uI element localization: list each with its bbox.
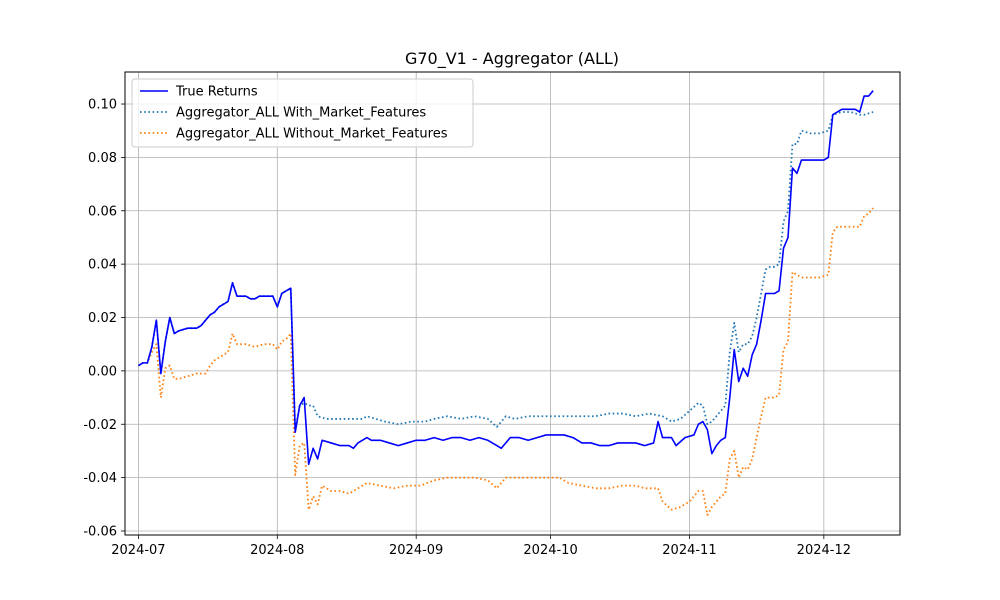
series-layer bbox=[137, 90, 874, 516]
x-tick-label: 2024-08 bbox=[250, 543, 304, 558]
y-tick-label: -0.04 bbox=[83, 471, 117, 486]
plot-frame bbox=[124, 71, 901, 536]
y-axis: -0.06 -0.04 -0.02 0.00 0.02 0.04 0.06 0.08 0.10 bbox=[83, 98, 125, 539]
y-tick-label: 0.08 bbox=[88, 151, 117, 166]
legend-entry-true-returns: True Returns bbox=[140, 85, 258, 100]
chart-title: G70_V1 - Aggregator (ALL) bbox=[405, 49, 619, 69]
x-tick-label: 2024-11 bbox=[662, 543, 716, 558]
y-tick-label: 0.06 bbox=[88, 204, 117, 219]
y-tick-label: -0.02 bbox=[83, 418, 117, 433]
legend-label: Aggregator_ALL Without_Market_Features bbox=[176, 127, 448, 142]
x-tick-label: 2024-12 bbox=[797, 543, 851, 558]
y-tick-label: 0.10 bbox=[88, 98, 117, 113]
y-tick-label: 0.02 bbox=[88, 311, 117, 326]
legend-entry-without-market-features: Aggregator_ALL Without_Market_Features bbox=[140, 127, 448, 142]
true-returns-line bbox=[138, 90, 874, 466]
y-tick-label: 0.04 bbox=[88, 258, 117, 273]
x-tick-label: 2024-07 bbox=[111, 543, 165, 558]
x-tick-label: 2024-09 bbox=[389, 543, 443, 558]
legend-label: Aggregator_ALL With_Market_Features bbox=[176, 106, 426, 121]
grid-lines bbox=[125, 72, 900, 535]
without-market-features-line bbox=[137, 207, 874, 516]
legend-box bbox=[131, 78, 474, 148]
legend-label: True Returns bbox=[175, 85, 258, 100]
with-market-features-line bbox=[137, 111, 874, 431]
legend-entry-with-market-features: Aggregator_ALL With_Market_Features bbox=[140, 106, 426, 121]
y-tick-label: 0.00 bbox=[88, 364, 117, 379]
x-tick-label: 2024-10 bbox=[523, 543, 577, 558]
y-tick-label: -0.06 bbox=[83, 524, 117, 539]
legend: True Returns Aggregator_ALL With_Market_F… bbox=[131, 78, 474, 148]
x-axis: 2024-07 2024-08 2024-09 2024-10 2024-11 2024-… bbox=[111, 535, 851, 558]
